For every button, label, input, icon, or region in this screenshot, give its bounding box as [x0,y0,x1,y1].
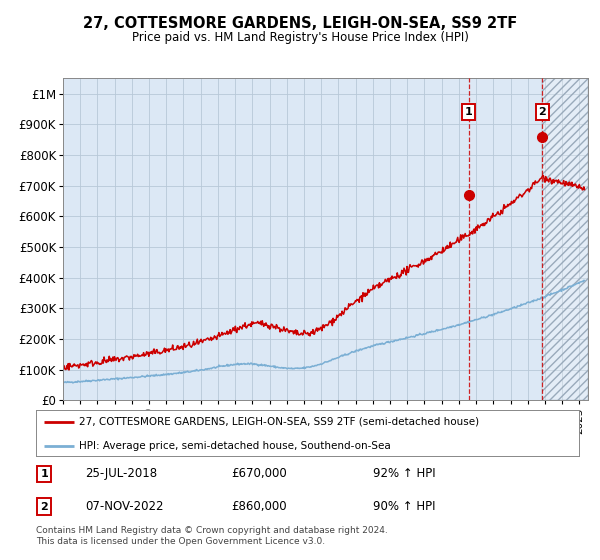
Text: HPI: Average price, semi-detached house, Southend-on-Sea: HPI: Average price, semi-detached house,… [79,441,391,451]
Text: Price paid vs. HM Land Registry's House Price Index (HPI): Price paid vs. HM Land Registry's House … [131,31,469,44]
Text: 27, COTTESMORE GARDENS, LEIGH-ON-SEA, SS9 2TF (semi-detached house): 27, COTTESMORE GARDENS, LEIGH-ON-SEA, SS… [79,417,479,427]
Text: 27, COTTESMORE GARDENS, LEIGH-ON-SEA, SS9 2TF: 27, COTTESMORE GARDENS, LEIGH-ON-SEA, SS… [83,16,517,31]
Text: 1: 1 [40,469,48,479]
Bar [542,78,588,400]
Text: 1: 1 [464,107,472,117]
Text: 07-NOV-2022: 07-NOV-2022 [85,500,163,513]
Text: 2: 2 [40,502,48,511]
Text: £860,000: £860,000 [232,500,287,513]
Text: 25-JUL-2018: 25-JUL-2018 [85,468,157,480]
Text: 92% ↑ HPI: 92% ↑ HPI [373,468,435,480]
Text: £670,000: £670,000 [232,468,287,480]
Text: Contains HM Land Registry data © Crown copyright and database right 2024.
This d: Contains HM Land Registry data © Crown c… [36,526,388,546]
Text: 2: 2 [539,107,546,117]
Text: 90% ↑ HPI: 90% ↑ HPI [373,500,435,513]
Bar [542,78,588,400]
